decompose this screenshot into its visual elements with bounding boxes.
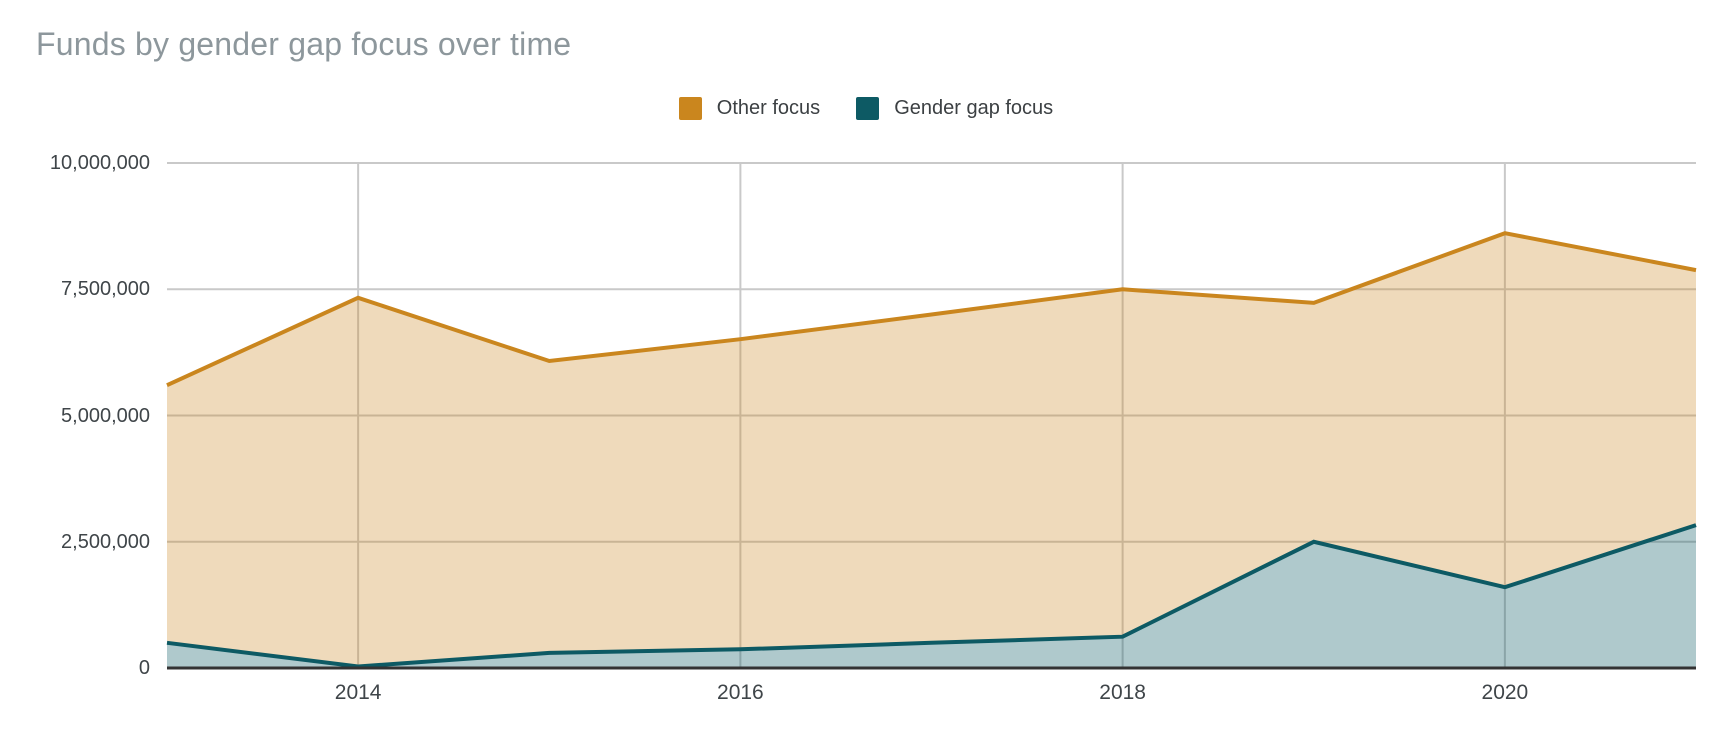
legend-item-other-focus: Other focus xyxy=(678,97,821,120)
line-other-focus xyxy=(166,231,1697,388)
line-gender-gap-focus xyxy=(166,523,1697,669)
y-axis-tick-label: 10,000,000 xyxy=(49,152,150,174)
x-axis-tick-label: 2020 xyxy=(1481,681,1529,704)
y-axis-tick-label: 7,500,000 xyxy=(61,278,150,301)
legend-label-gender-gap-focus: Gender gap focus xyxy=(894,97,1054,119)
legend-swatch-gender-gap-focus xyxy=(856,97,880,120)
x-axis-tick-label: 2016 xyxy=(717,681,764,704)
area-gender-gap-focus xyxy=(167,525,1696,668)
area-fills xyxy=(167,233,1696,668)
legend: Other focus Gender gap focus xyxy=(0,97,1732,120)
legend-item-gender-gap-focus: Gender gap focus xyxy=(856,97,1053,120)
legend-swatch-other-focus xyxy=(678,97,702,120)
y-axis-tick-label: 5,000,000 xyxy=(61,404,150,427)
series-lines xyxy=(166,231,1697,669)
gridlines xyxy=(167,162,1696,668)
area-other-focus xyxy=(167,233,1696,667)
chart-title: Funds by gender gap focus over time xyxy=(36,26,572,62)
x-axis-tick-label: 2014 xyxy=(334,681,382,704)
x-axis-tick-label: 2018 xyxy=(1099,681,1146,704)
y-axis-tick-label: 0 xyxy=(138,657,150,679)
legend-label-other-focus: Other focus xyxy=(716,97,821,119)
y-axis-tick-label: 2,500,000 xyxy=(61,530,150,553)
